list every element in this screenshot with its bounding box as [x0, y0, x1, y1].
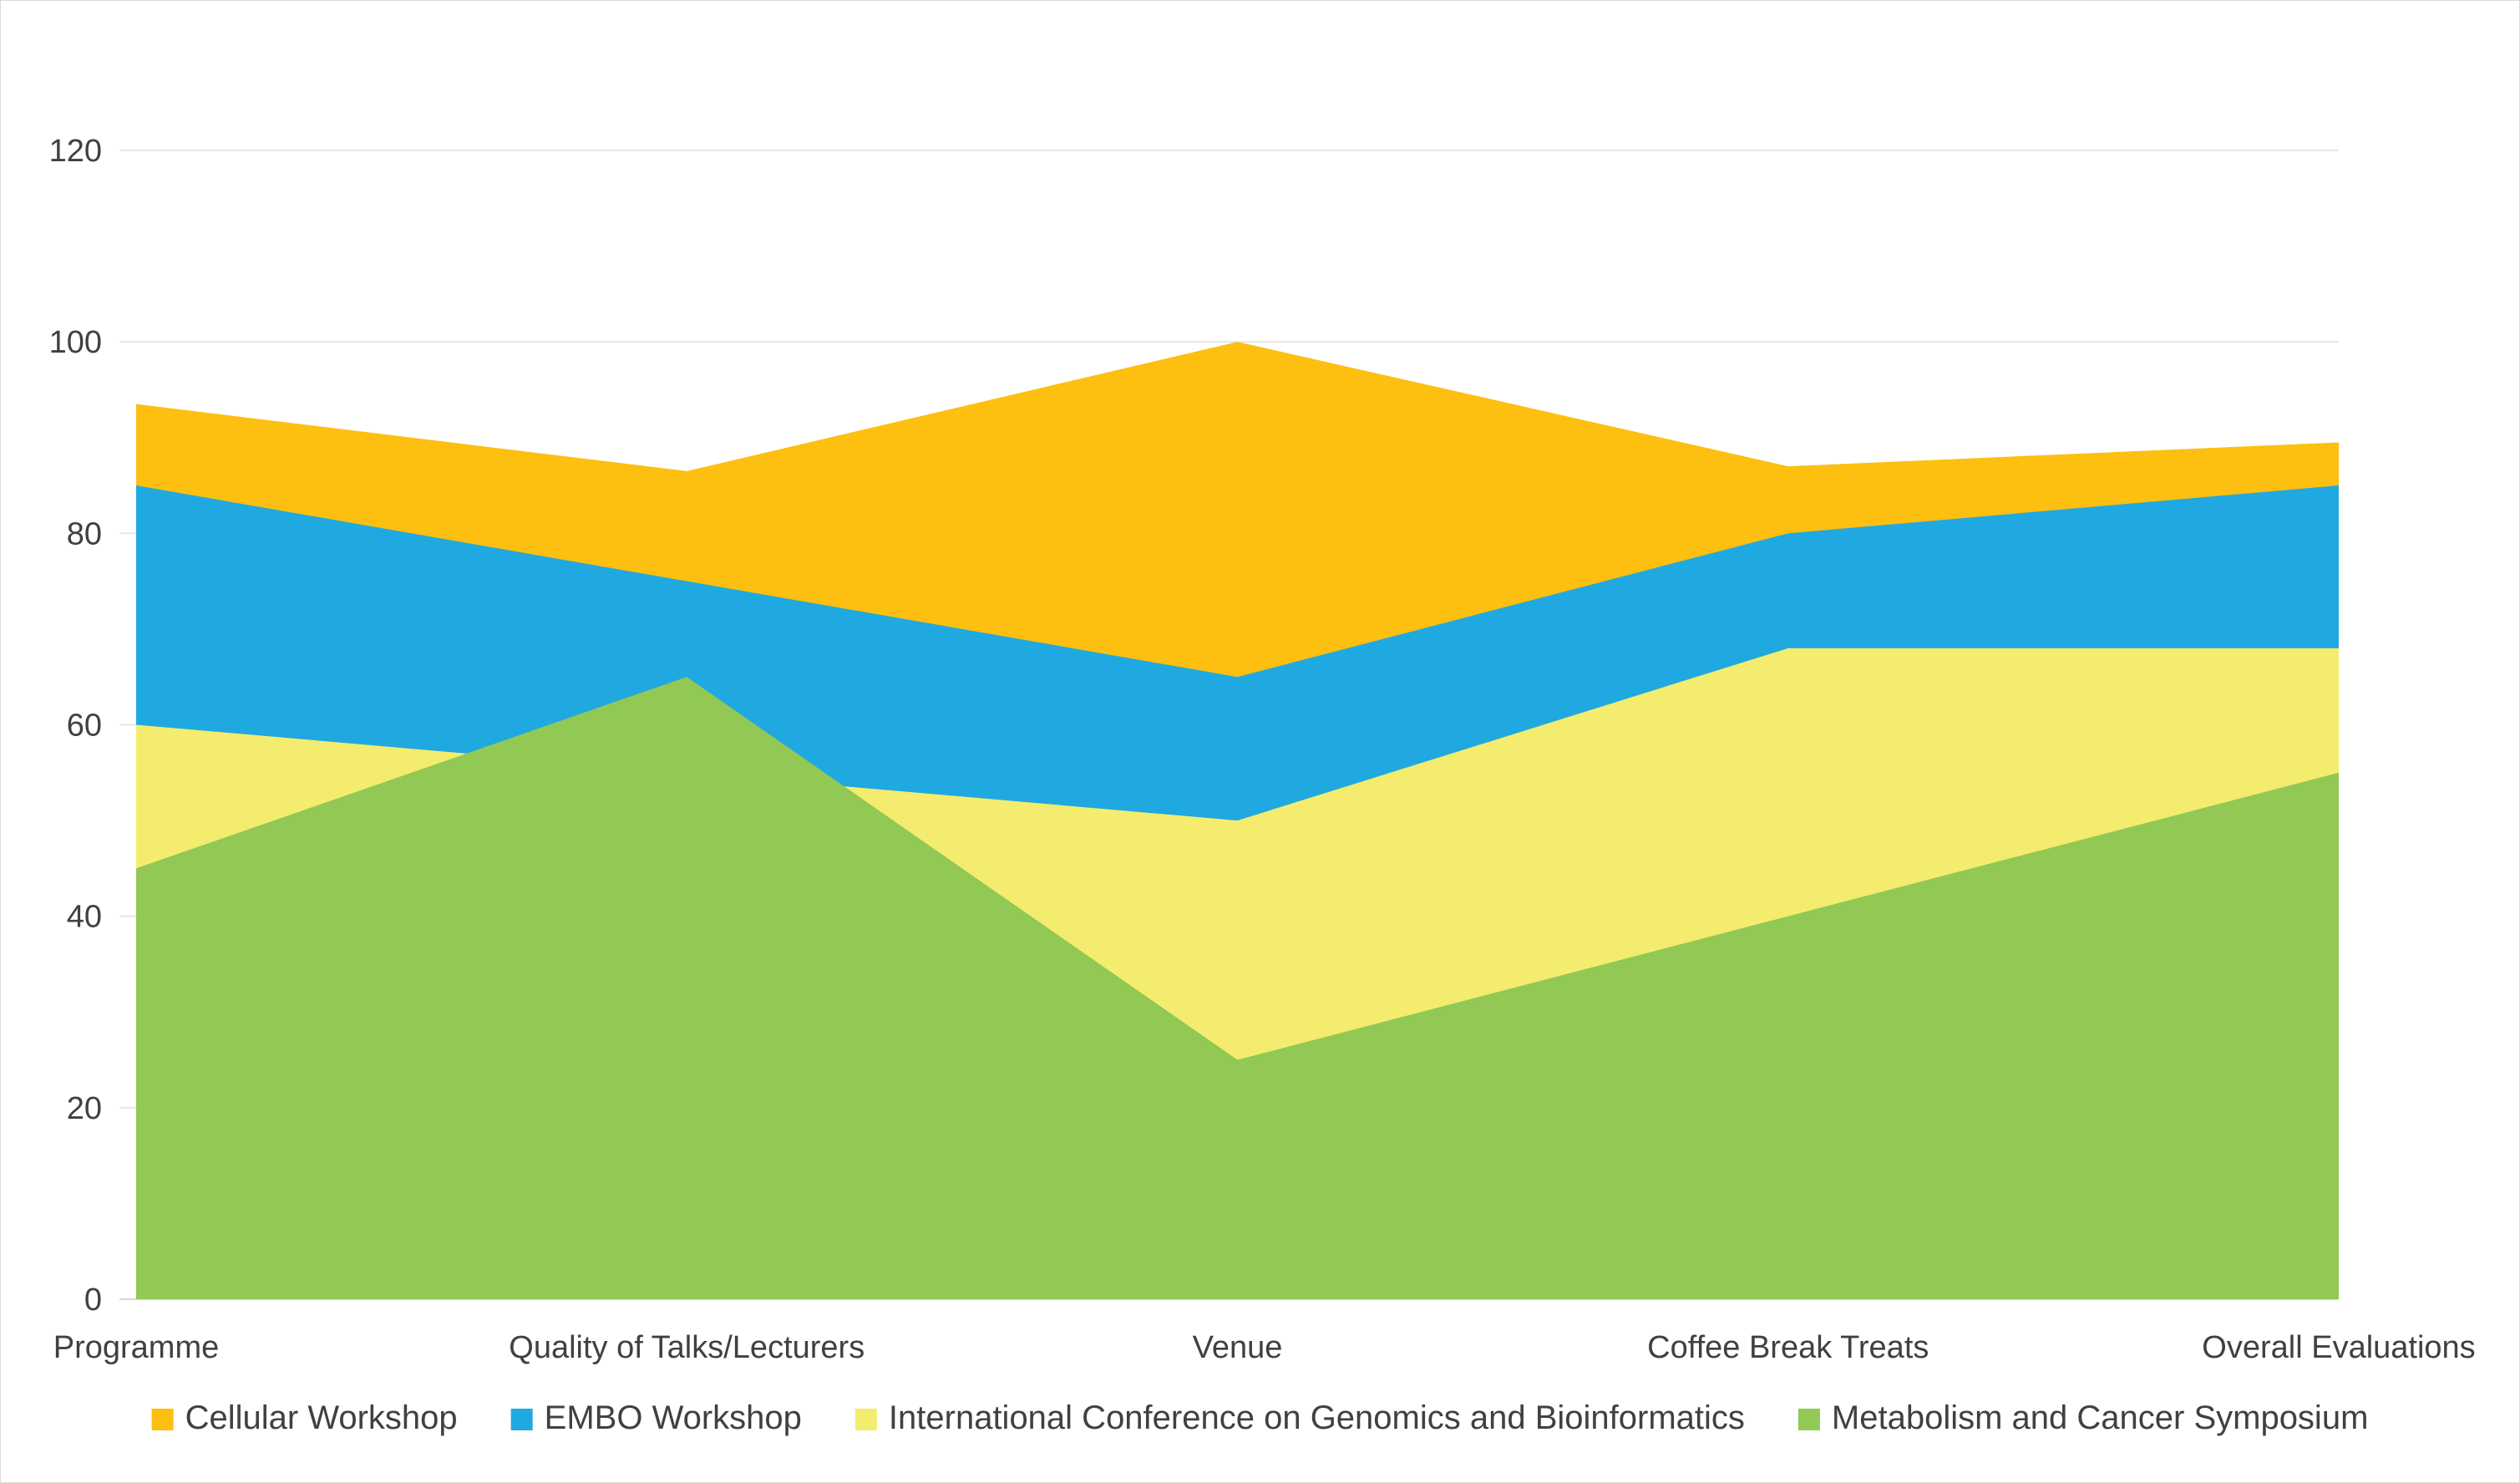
legend-label: EMBO Workshop — [545, 1399, 802, 1436]
x-tick-label: Programme — [53, 1330, 220, 1365]
legend-swatch — [854, 1409, 877, 1430]
legend-label: Cellular Workshop — [185, 1399, 458, 1436]
legend-swatch — [510, 1409, 533, 1430]
y-tick-label: 100 — [49, 325, 102, 360]
legend-item: EMBO Workshop — [510, 1399, 802, 1436]
area-series — [136, 342, 2339, 1300]
x-tick-label: Venue — [1193, 1330, 1283, 1365]
x-tick-label: Overall Evaluations — [2202, 1330, 2475, 1365]
legend-item: International Conference on Genomics and… — [854, 1399, 1745, 1436]
y-tick-label: 80 — [67, 516, 102, 551]
legend-label: Metabolism and Cancer Symposium — [1832, 1399, 2368, 1436]
area-metabolism-and-cancer-symposium — [136, 677, 2339, 1299]
legend-item: Metabolism and Cancer Symposium — [1797, 1399, 2368, 1436]
y-tick-label: 20 — [67, 1091, 102, 1126]
legend-swatch — [151, 1409, 174, 1430]
legend-swatch — [1797, 1409, 1820, 1430]
y-tick-label: 120 — [49, 134, 102, 169]
y-tick-label: 60 — [67, 708, 102, 744]
legend-label: International Conference on Genomics and… — [889, 1399, 1745, 1436]
x-tick-label: Quality of Talks/Lecturers — [509, 1330, 865, 1365]
x-axis-ticks: Programme Quality of Talks/Lecturers Venue… — [53, 1330, 2476, 1365]
y-tick-label: 0 — [84, 1282, 102, 1318]
y-axis-ticks: 0 20 40 60 80 100 120 — [49, 134, 102, 1318]
x-tick-label: Coffee Break Treats — [1647, 1330, 1929, 1365]
y-tick-label: 40 — [67, 900, 102, 935]
legend-item: Cellular Workshop — [151, 1399, 458, 1436]
legend: Cellular Workshop EMBO Workshop Internatio… — [151, 1399, 2368, 1436]
